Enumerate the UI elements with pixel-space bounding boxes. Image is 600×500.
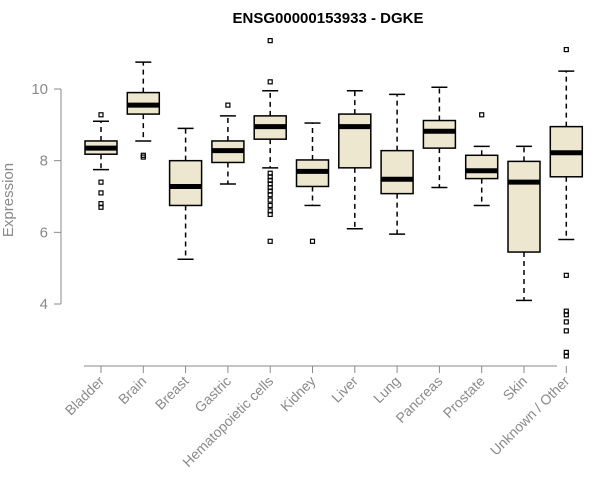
iqr-box bbox=[422, 119, 457, 149]
y-axis-label: Expression bbox=[0, 163, 17, 237]
box-group bbox=[253, 38, 287, 244]
iqr-box bbox=[168, 159, 203, 207]
iqr-box bbox=[338, 113, 372, 169]
outlier-point bbox=[267, 202, 273, 209]
box-group bbox=[422, 86, 457, 189]
x-tick-label: Skin bbox=[500, 373, 531, 404]
outlier-point bbox=[98, 112, 104, 118]
iqr-box bbox=[507, 160, 541, 253]
outlier-point bbox=[98, 204, 104, 210]
x-tick-label: Lung bbox=[370, 373, 403, 406]
outlier-point bbox=[98, 179, 104, 185]
box-group bbox=[168, 127, 203, 260]
x-tick-label: Breast bbox=[152, 373, 192, 413]
box-group bbox=[507, 145, 541, 302]
x-tick-label: Brain bbox=[115, 373, 149, 407]
x-tick-label: Bladder bbox=[62, 373, 108, 419]
x-tick-label: Prostate bbox=[440, 373, 488, 421]
y-ticks: 4 6 8 10 bbox=[31, 81, 61, 313]
outlier-point bbox=[98, 190, 104, 196]
outlier-point bbox=[267, 192, 273, 198]
box-group bbox=[464, 112, 499, 207]
box-group bbox=[211, 102, 245, 185]
outlier-point bbox=[267, 211, 273, 218]
outlier-point bbox=[563, 328, 569, 334]
box-group bbox=[549, 46, 584, 359]
outlier-point bbox=[479, 112, 485, 118]
x-tick-label: Liver bbox=[328, 373, 361, 406]
y-tick-label: 4 bbox=[40, 296, 48, 313]
boxes bbox=[84, 38, 584, 359]
outlier-point bbox=[267, 38, 273, 44]
x-tick-label: Pancreas bbox=[392, 373, 445, 426]
outlier-point bbox=[563, 319, 569, 325]
box-group bbox=[380, 93, 414, 235]
outlier-point bbox=[267, 79, 273, 85]
outlier-point bbox=[563, 46, 569, 53]
x-tick-label: Kidney bbox=[277, 373, 319, 415]
box-group bbox=[126, 61, 161, 160]
outlier-point bbox=[563, 312, 569, 318]
outlier-point bbox=[563, 272, 569, 278]
x-tick-label: Unknown / Other bbox=[487, 373, 573, 459]
outlier-point bbox=[225, 102, 231, 108]
outlier-point bbox=[267, 197, 273, 203]
box-group bbox=[295, 122, 330, 244]
y-tick-label: 8 bbox=[40, 153, 48, 170]
outlier-point bbox=[563, 353, 569, 359]
iqr-box bbox=[464, 154, 499, 180]
chart-title: ENSG00000153933 - DGKE bbox=[233, 10, 424, 27]
outlier-point bbox=[267, 238, 273, 244]
box-group bbox=[338, 90, 372, 230]
outlier-point bbox=[309, 238, 316, 244]
iqr-box bbox=[380, 149, 414, 195]
y-tick-label: 6 bbox=[40, 224, 48, 241]
box-group bbox=[84, 112, 118, 210]
outlier-point bbox=[140, 154, 146, 160]
y-tick-label: 10 bbox=[31, 81, 48, 98]
